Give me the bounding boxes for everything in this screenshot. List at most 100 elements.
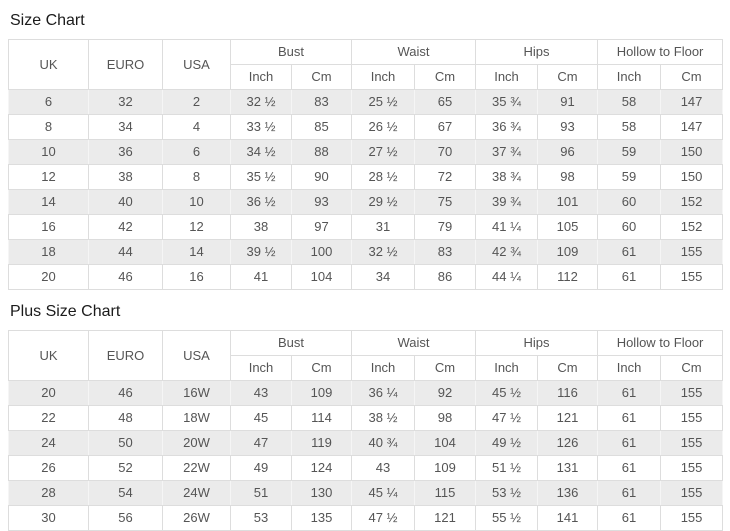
table-cell: 34 ½ bbox=[230, 139, 292, 165]
table-cell: 152 bbox=[660, 189, 724, 215]
table-cell: 155 bbox=[660, 405, 724, 431]
table-row: 16 42 12 38 97 31 79 41 ¼ 105 60 152 bbox=[8, 214, 724, 240]
table-cell: 109 bbox=[537, 239, 599, 265]
table-cell: 147 bbox=[660, 114, 724, 140]
table-cell: 83 bbox=[290, 89, 353, 115]
table-cell: 36 bbox=[88, 139, 163, 165]
table-cell: 40 ¾ bbox=[351, 430, 416, 456]
col-header-hollow-cm: Cm bbox=[660, 64, 724, 90]
table-cell: 10 bbox=[8, 139, 89, 165]
table-cell: 39 ¾ bbox=[475, 189, 539, 215]
col-header-uk: UK bbox=[8, 330, 89, 381]
table-cell: 152 bbox=[660, 214, 724, 240]
table-cell: 38 bbox=[230, 214, 292, 240]
col-header-usa: USA bbox=[162, 330, 231, 381]
plus-size-chart-body: 20 46 16W 43 109 36 ¼ 92 45 ½ 116 61 155 22 48 18W 45 1… bbox=[8, 380, 724, 531]
table-row: 14 40 10 36 ½ 93 29 ½ 75 39 ¾ 101 60 152 bbox=[8, 189, 724, 215]
table-cell: 6 bbox=[162, 139, 231, 165]
table-row: 24 50 20W 47 119 40 ¾ 104 49 ½ 126 61 155 bbox=[8, 430, 724, 456]
plus-size-chart-section: Plus Size Chart UK EURO USA Bust Waist H… bbox=[8, 302, 724, 531]
table-cell: 28 bbox=[8, 480, 89, 506]
col-header-hollow-inch: Inch bbox=[597, 355, 662, 381]
table-cell: 59 bbox=[597, 164, 662, 190]
plus-size-chart-header: UK EURO USA Bust Waist Hips Hollow to Fl… bbox=[8, 330, 724, 381]
table-cell: 40 bbox=[88, 189, 163, 215]
table-cell: 29 ½ bbox=[351, 189, 416, 215]
table-cell: 39 ½ bbox=[230, 239, 292, 265]
col-group-waist: Waist bbox=[351, 330, 477, 356]
table-cell: 61 bbox=[597, 405, 662, 431]
table-cell: 47 bbox=[230, 430, 292, 456]
plus-size-chart-title: Plus Size Chart bbox=[10, 303, 121, 320]
table-cell: 61 bbox=[597, 430, 662, 456]
size-chart-body: 6 32 2 32 ½ 83 25 ½ 65 35 ¾ 91 58 147 8 34 4 33 ½ 85 26 … bbox=[8, 89, 724, 290]
col-header-bust-cm: Cm bbox=[290, 64, 353, 90]
col-header-hips-cm: Cm bbox=[537, 64, 599, 90]
table-cell: 126 bbox=[537, 430, 599, 456]
table-cell: 20 bbox=[8, 264, 89, 290]
table-cell: 18 bbox=[8, 239, 89, 265]
size-chart-section: Size Chart UK EURO USA Bust Waist Hips H… bbox=[8, 11, 724, 290]
col-group-hollow-to-floor: Hollow to Floor bbox=[597, 39, 724, 65]
table-row: 26 52 22W 49 124 43 109 51 ½ 131 61 155 bbox=[8, 455, 724, 481]
table-cell: 36 ½ bbox=[230, 189, 292, 215]
table-cell: 109 bbox=[414, 455, 477, 481]
table-cell: 121 bbox=[414, 505, 477, 531]
table-cell: 12 bbox=[162, 214, 231, 240]
table-cell: 32 bbox=[88, 89, 163, 115]
table-cell: 26 ½ bbox=[351, 114, 416, 140]
table-cell: 75 bbox=[414, 189, 477, 215]
table-cell: 16 bbox=[8, 214, 89, 240]
table-cell: 38 ½ bbox=[351, 405, 416, 431]
table-cell: 155 bbox=[660, 380, 724, 406]
table-cell: 45 ¼ bbox=[351, 480, 416, 506]
col-header-waist-cm: Cm bbox=[414, 64, 477, 90]
col-group-bust: Bust bbox=[229, 39, 353, 65]
table-cell: 43 bbox=[351, 455, 416, 481]
table-cell: 14 bbox=[162, 239, 231, 265]
col-header-bust-cm: Cm bbox=[290, 355, 353, 381]
table-cell: 37 ¾ bbox=[475, 139, 539, 165]
table-cell: 60 bbox=[597, 214, 662, 240]
table-cell: 130 bbox=[290, 480, 353, 506]
header-row-groups: UK EURO USA Bust Waist Hips Hollow to Fl… bbox=[8, 39, 724, 90]
table-cell: 53 ½ bbox=[475, 480, 539, 506]
table-cell: 150 bbox=[660, 139, 724, 165]
table-cell: 35 ½ bbox=[230, 164, 292, 190]
table-cell: 55 ½ bbox=[475, 505, 539, 531]
table-cell: 32 ½ bbox=[351, 239, 416, 265]
table-row: 18 44 14 39 ½ 100 32 ½ 83 42 ¾ 109 61 155 bbox=[8, 239, 724, 265]
table-cell: 41 bbox=[230, 264, 292, 290]
col-header-waist-cm: Cm bbox=[414, 355, 477, 381]
table-cell: 20W bbox=[162, 430, 231, 456]
table-row: 6 32 2 32 ½ 83 25 ½ 65 35 ¾ 91 58 147 bbox=[8, 89, 724, 115]
table-cell: 47 ½ bbox=[351, 505, 416, 531]
table-cell: 155 bbox=[660, 480, 724, 506]
table-cell: 61 bbox=[597, 264, 662, 290]
table-cell: 31 bbox=[351, 214, 416, 240]
table-cell: 20 bbox=[8, 380, 89, 406]
table-row: 20 46 16W 43 109 36 ¼ 92 45 ½ 116 61 155 bbox=[8, 380, 724, 406]
table-cell: 61 bbox=[597, 380, 662, 406]
table-cell: 51 bbox=[230, 480, 292, 506]
table-cell: 22 bbox=[8, 405, 89, 431]
header-row-groups: UK EURO USA Bust Waist Hips Hollow to Fl… bbox=[8, 330, 724, 381]
table-cell: 115 bbox=[414, 480, 477, 506]
table-cell: 150 bbox=[660, 164, 724, 190]
table-cell: 41 ¼ bbox=[475, 214, 539, 240]
table-cell: 42 bbox=[88, 214, 163, 240]
table-cell: 121 bbox=[537, 405, 599, 431]
col-header-bust-inch: Inch bbox=[230, 355, 292, 381]
table-cell: 58 bbox=[597, 114, 662, 140]
col-header-euro: EURO bbox=[88, 39, 163, 90]
table-cell: 42 ¾ bbox=[475, 239, 539, 265]
table-cell: 61 bbox=[597, 455, 662, 481]
table-cell: 93 bbox=[290, 189, 353, 215]
col-header-hollow-inch: Inch bbox=[597, 64, 662, 90]
table-row: 22 48 18W 45 114 38 ½ 98 47 ½ 121 61 155 bbox=[8, 405, 724, 431]
table-cell: 56 bbox=[88, 505, 163, 531]
table-cell: 26 bbox=[8, 455, 89, 481]
table-cell: 28 ½ bbox=[351, 164, 416, 190]
table-cell: 155 bbox=[660, 505, 724, 531]
col-group-bust: Bust bbox=[229, 330, 353, 356]
